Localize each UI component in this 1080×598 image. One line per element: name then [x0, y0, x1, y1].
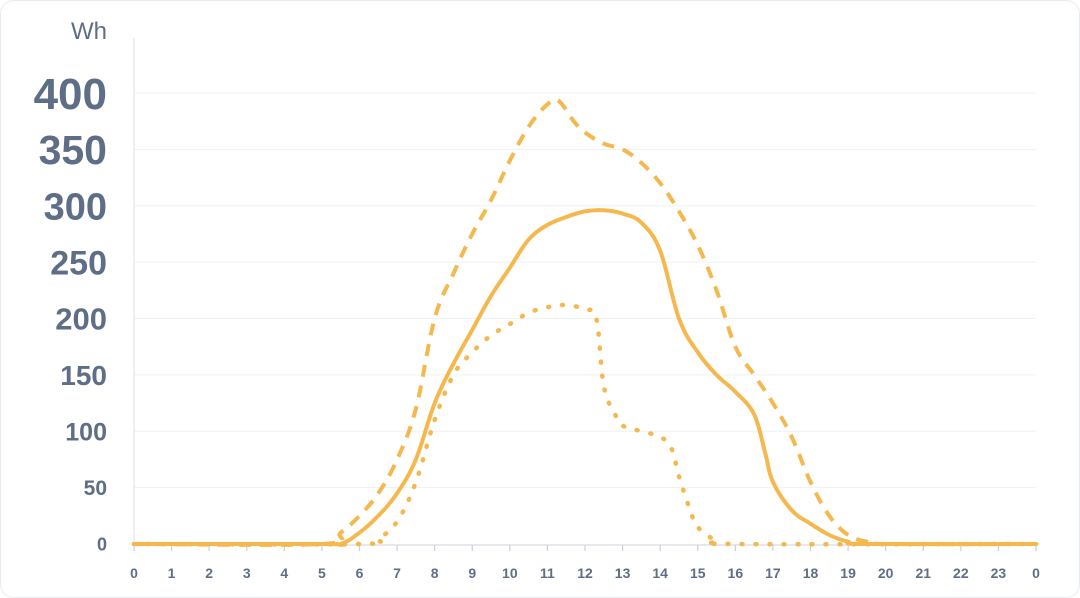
series-line-dotted [131, 302, 1039, 547]
x-tick-label: 12 [577, 565, 593, 581]
x-tick-label: 0 [130, 565, 138, 581]
y-tick-labels: 400 350 300 250 200 150 100 50 0 [34, 70, 107, 555]
y-tick-label: 100 [65, 418, 107, 446]
series-line-solid [132, 208, 1038, 547]
x-tick-label: 20 [878, 565, 894, 581]
y-unit-label: Wh [71, 18, 107, 45]
y-tick-label: 200 [55, 302, 107, 337]
x-tick-label: 13 [615, 565, 631, 581]
x-tick-label: 1 [168, 565, 176, 581]
y-tick-label: 250 [50, 244, 107, 282]
series-layer [131, 97, 1039, 547]
x-tick-label: 14 [652, 565, 668, 581]
x-tick-label: 15 [690, 565, 706, 581]
y-tick-label: 300 [44, 186, 107, 228]
series-line-dashed [133, 97, 1037, 547]
x-tick-label: 0 [1032, 565, 1040, 581]
x-tick-label: 8 [431, 565, 439, 581]
x-tick-label: 2 [205, 565, 213, 581]
x-tick-label: 18 [803, 565, 819, 581]
y-tick-label: 150 [60, 360, 107, 391]
grid-lines [134, 92, 1036, 489]
x-tick-label: 4 [280, 565, 288, 581]
y-tick-label: 50 [84, 477, 107, 500]
y-tick-label: 350 [39, 127, 107, 173]
x-tick-label: 6 [356, 565, 364, 581]
x-tick-label: 3 [243, 565, 251, 581]
x-tick-labels: 0 1 2 3 4 5 6 7 8 9 10 11 12 13 14 15 16 17 18 19 20 21 22 23 0 [130, 565, 1040, 581]
x-tick-label: 16 [728, 565, 744, 581]
x-tick-label: 7 [393, 565, 401, 581]
x-tick-label: 11 [540, 565, 555, 581]
x-tick-label: 9 [468, 565, 476, 581]
x-tick-label: 19 [840, 565, 856, 581]
x-tick-label: 17 [765, 565, 781, 581]
x-tick-label: 21 [915, 565, 931, 581]
x-tick-label: 23 [991, 565, 1007, 581]
x-tick-label: 5 [318, 565, 326, 581]
x-tick-label: 10 [502, 565, 518, 581]
y-tick-label: 400 [34, 70, 107, 119]
y-tick-label: 0 [97, 534, 107, 554]
x-tick-label: 22 [953, 565, 969, 581]
